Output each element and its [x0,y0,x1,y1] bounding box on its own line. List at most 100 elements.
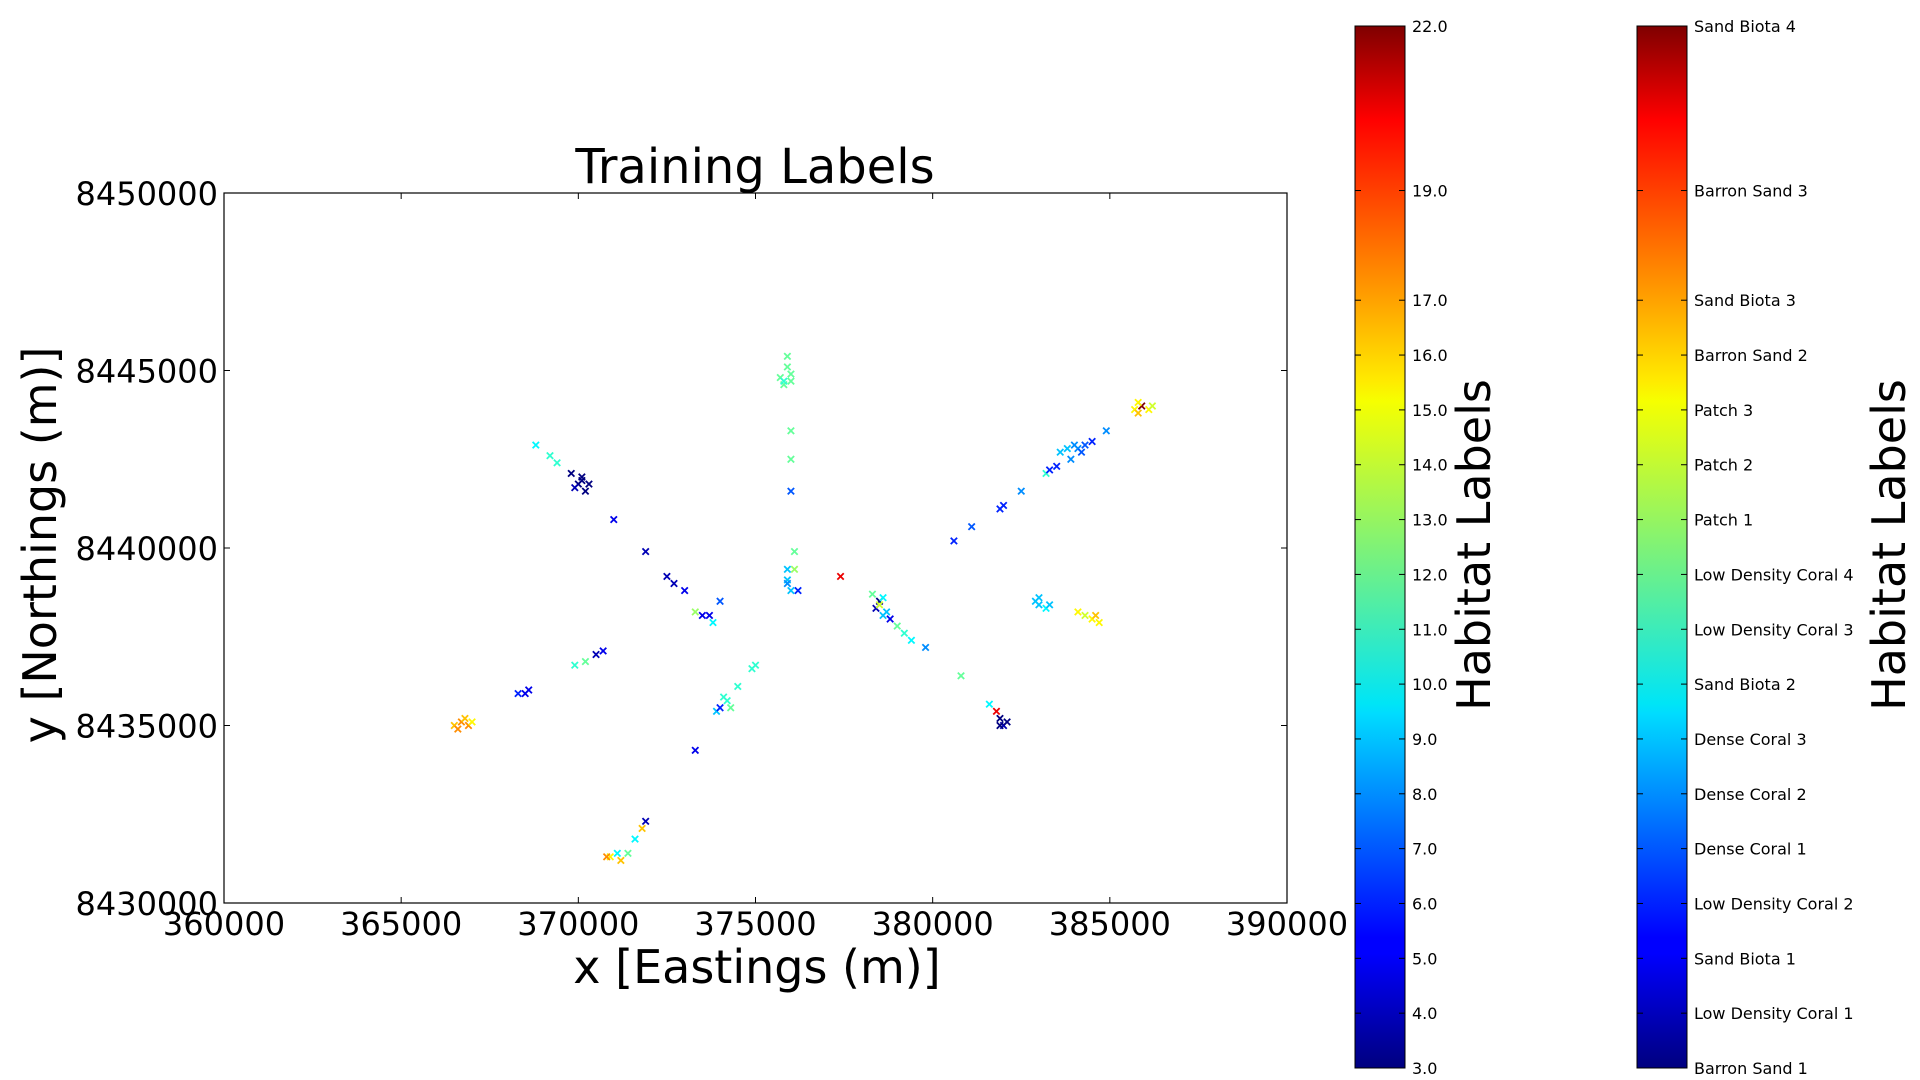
colorbar-tick-label: Dense Coral 1 [1694,840,1807,859]
y-axis-ticks: 8430000 8435000 8440000 8445000 8450000 [75,175,1287,923]
colorbar-tick-label: 13.0 [1412,511,1448,530]
colorbar-tick-label: 8.0 [1412,785,1437,804]
colorbar-tick-label: 4.0 [1412,1004,1437,1023]
colorbar-tick-label: Sand Biota 3 [1694,291,1796,310]
scatter-point [570,661,579,669]
colorbar-tick-label: 6.0 [1412,894,1437,913]
scatter-point [751,661,760,669]
x-tick-label: 385000 [1049,905,1171,943]
scatter-point [1148,402,1157,410]
scatter-point [1067,455,1075,464]
colorbar-tick-label: Sand Biota 4 [1694,17,1796,36]
colorbar-tick-label: Patch 1 [1694,511,1753,530]
scatter-point [531,441,540,449]
scatter-point [680,586,689,595]
colorbar-tick-label: 17.0 [1412,291,1448,310]
scatter-point [1081,611,1089,620]
scatter-point [900,629,909,638]
colorbar-tick-label: 5.0 [1412,949,1437,968]
scatter-point [1102,427,1111,435]
scatter-point [787,487,795,496]
scatter-point [967,522,976,531]
colorbar-habitat-ticks: Barron Sand 1 Low Density Coral 1 Sand Bio… [1637,17,1854,1078]
y-axis-label: y [Northings (m)] [13,347,67,744]
plot-area [223,192,1288,904]
scatter-point [1091,611,1100,620]
y-tick-label: 8450000 [75,175,218,213]
scatter-point [609,515,618,524]
scatter-point [592,650,600,659]
scatter-point [868,590,877,598]
scatter-point [875,600,884,609]
colorbar-tick-label: 10.0 [1412,675,1448,694]
scatter-point [1095,618,1104,627]
scatter-point [581,657,590,666]
scatter-point [886,615,894,623]
scatter-point [585,480,593,488]
scatter-point [921,643,930,652]
scatter-point [521,689,530,698]
scatter-points [450,352,1157,865]
scatter-point [907,636,916,645]
scatter-point [787,586,795,595]
x-tick-label: 380000 [872,905,994,943]
scatter-point [1063,444,1072,453]
scatter-point [581,487,590,496]
scatter-point [719,693,728,701]
scatter-point [468,718,476,726]
scatter-point [1017,487,1026,496]
colorbar-tick-label: 22.0 [1412,17,1448,36]
scatter-point [641,817,650,826]
scatter-point [514,689,522,698]
chart-title: Training Labels [574,139,934,195]
scatter-point [638,824,646,833]
colorbar-tick-label: Sand Biota 2 [1694,675,1796,694]
scatter-point [691,746,700,755]
scatter-point [1031,597,1040,606]
scatter-point [790,565,799,574]
colorbar-tick-label: Low Density Coral 4 [1694,565,1854,584]
scatter-point [567,469,576,478]
scatter-point [641,547,650,556]
colorbar-numeric-ticks: 3.0 4.0 5.0 6.0 7.0 8.0 9.0 10.0 11.0 12.0 13.0 14.… [1355,17,1448,1078]
scatter-point [996,721,1004,730]
colorbar-numeric [1354,25,1406,1069]
colorbar-habitat-label: Habitat Labels [1862,379,1916,711]
scatter-point [691,608,700,616]
x-axis-label: x [Eastings (m)] [573,940,940,994]
scatter-point [705,611,714,620]
scatter-point [1077,448,1086,456]
scatter-point [461,714,469,723]
scatter-point [454,725,462,733]
scatter-point [570,483,579,492]
scatter-point [733,682,742,691]
scatter-point [1045,466,1054,474]
scatter-point [780,377,788,385]
scatter-point [553,458,561,467]
scatter-point [716,597,724,606]
colorbar-tick-label: Patch 2 [1694,456,1753,475]
scatter-point [663,572,671,581]
scatter-point [783,352,792,361]
scatter-point [613,849,622,858]
scatter-point [879,593,887,602]
scatter-point [1134,398,1143,407]
scatter-point [996,714,1004,723]
scatter-point [1056,448,1065,456]
scatter-point [602,853,611,861]
scatter-point [698,611,707,620]
scatter-point [787,455,795,464]
y-tick-label: 8440000 [75,530,218,568]
colorbar-tick-label: 11.0 [1412,620,1448,639]
scatter-point [787,370,795,378]
scatter-point [957,671,965,680]
scatter-point [836,572,845,581]
scatter-point [893,622,902,630]
colorbar-tick-label: Barron Sand 3 [1694,182,1808,201]
colorbar-tick-label: 7.0 [1412,840,1437,859]
scatter-point [879,611,887,620]
y-tick-label: 8435000 [75,708,218,746]
scatter-point [1003,718,1011,726]
x-tick-label: 360000 [163,905,285,943]
colorbar-tick-label: Dense Coral 3 [1694,730,1807,749]
